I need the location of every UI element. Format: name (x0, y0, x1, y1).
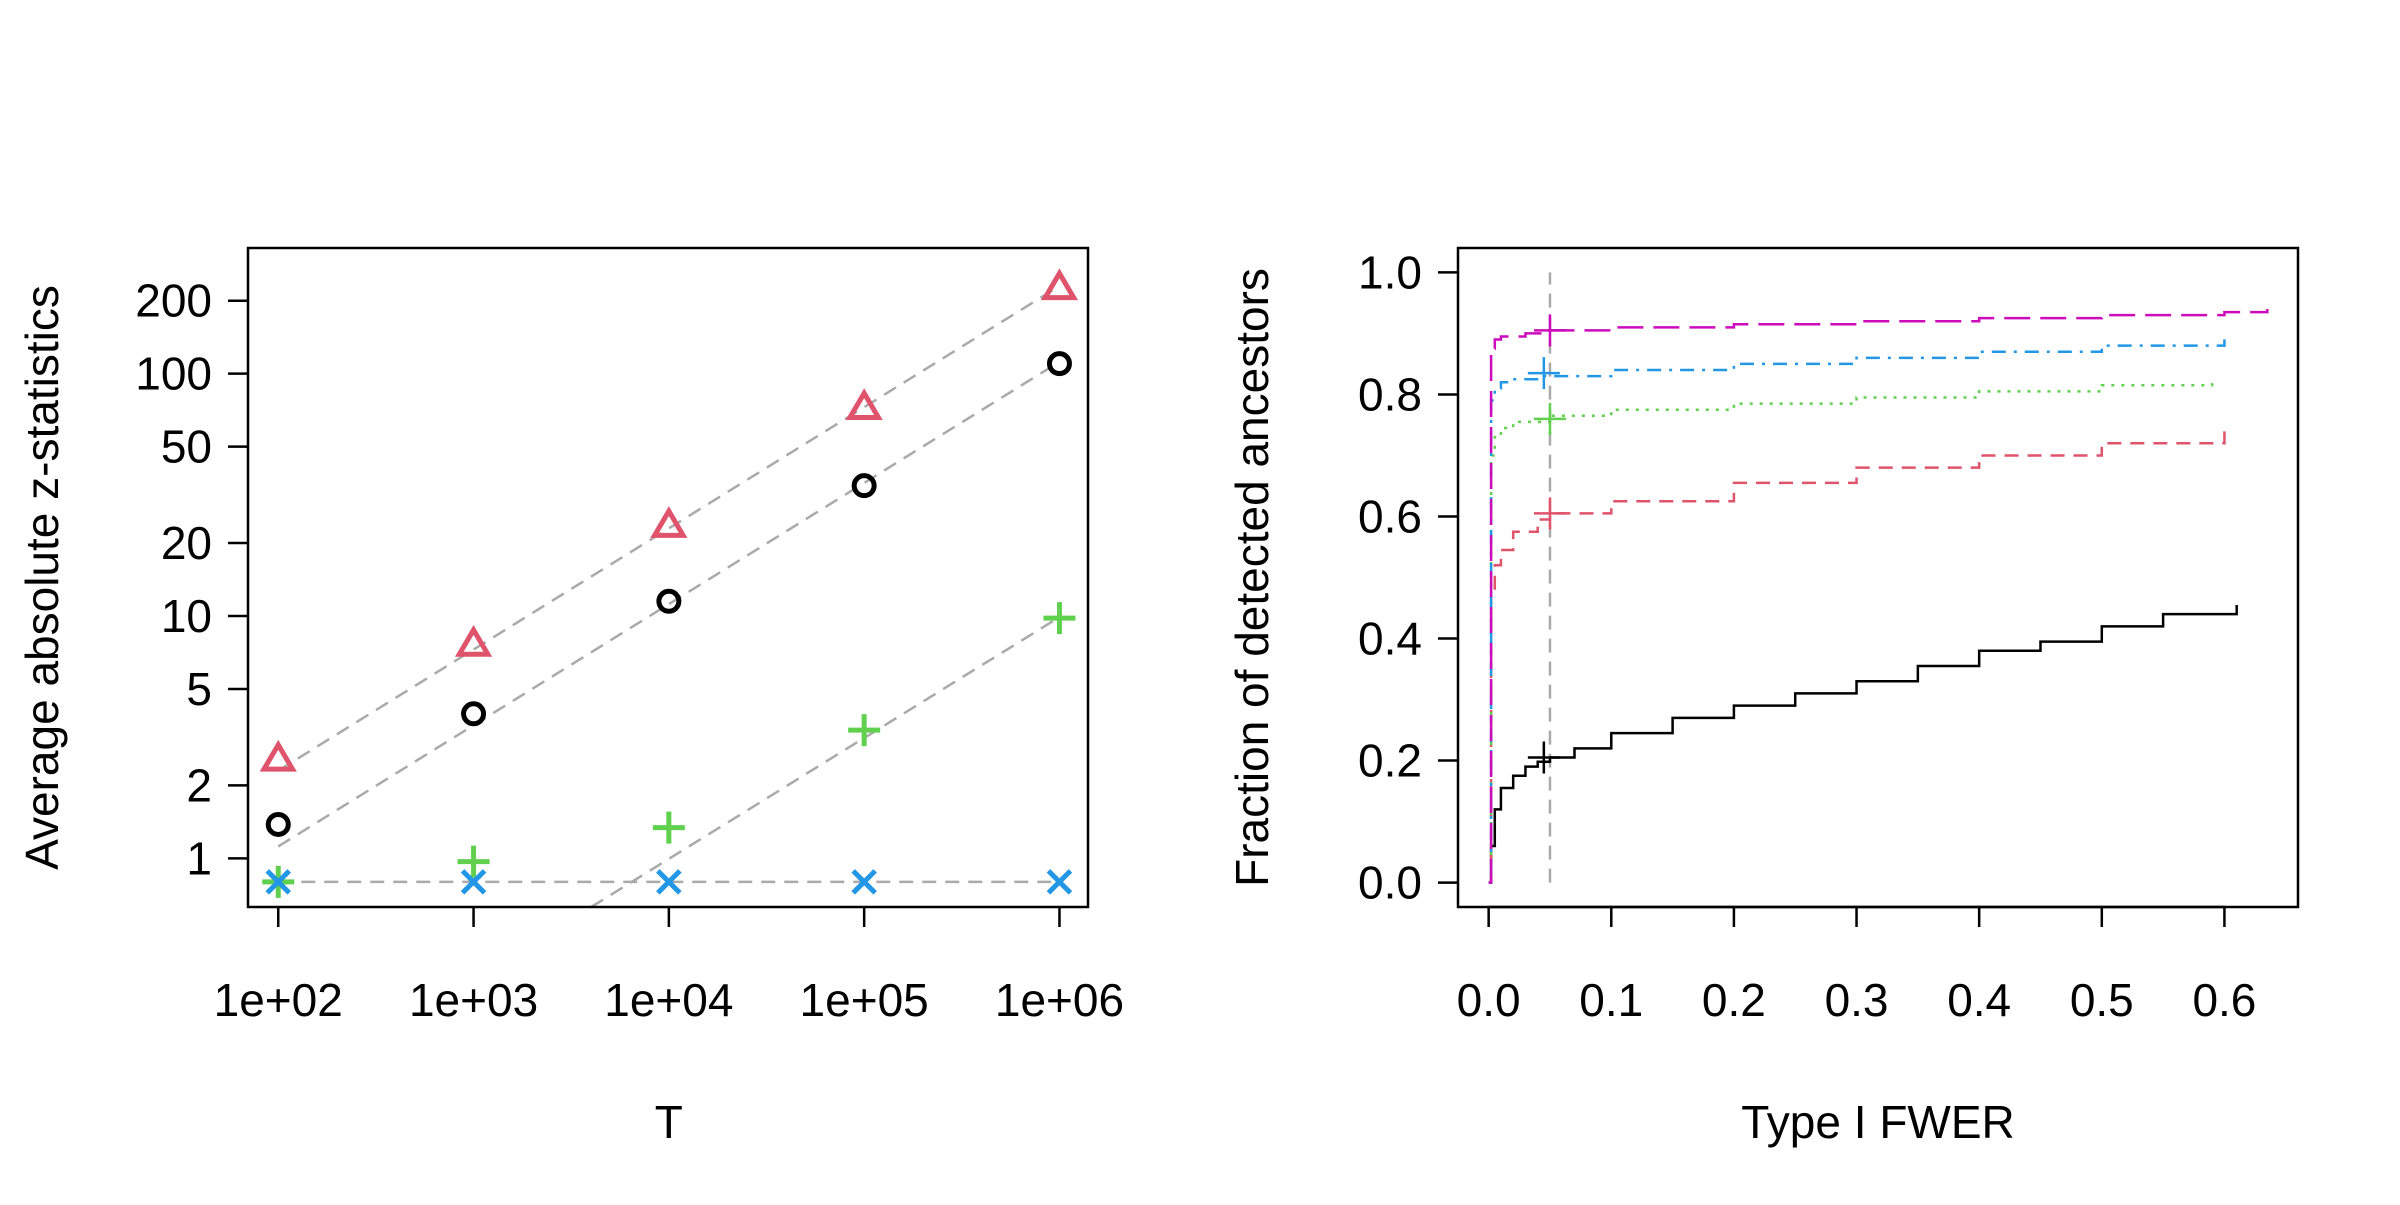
series-plus (262, 602, 1076, 898)
x-tick-label: 1e+02 (214, 974, 343, 1026)
reference-line-1 (277, 360, 1061, 848)
curve-dotdash (1488, 336, 2226, 884)
point-cross (656, 869, 682, 895)
left-reference-lines (277, 284, 1061, 907)
x-tick-label: 1e+06 (995, 974, 1124, 1026)
y-tick-label: 0.2 (1358, 735, 1422, 787)
x-axis-title: Type I FWER (1741, 1096, 2014, 1148)
reference-line-2 (590, 616, 1061, 907)
point-circle (656, 588, 682, 614)
curve-solid (1488, 604, 2238, 884)
y-tick-label: 0.6 (1358, 490, 1422, 542)
point-circle (265, 811, 291, 837)
point-cross (265, 869, 292, 895)
point-triangle (1040, 268, 1079, 301)
x-tick-label: 0.4 (1947, 974, 2011, 1026)
y-axis-title: Fraction of detected ancestors (1226, 268, 1278, 887)
x-tick-label: 0.3 (1825, 974, 1889, 1026)
right-plot-frame (1456, 246, 2300, 909)
y-axis-title: Average absolute z-statistics (16, 285, 68, 870)
point-cross (460, 869, 487, 895)
y-tick-label: 10 (161, 590, 212, 642)
point-circle (461, 701, 487, 727)
x-tick-label: 1e+05 (800, 974, 929, 1026)
point-circle (851, 473, 877, 499)
point-plus (652, 811, 685, 844)
y-tick-label: 0.0 (1358, 857, 1422, 909)
series-circle (265, 351, 1072, 837)
point-cross (1046, 869, 1073, 895)
y-tick-label: 20 (161, 517, 212, 569)
x-tick-label: 0.6 (2192, 974, 2256, 1026)
reference-line-0 (277, 284, 1061, 772)
y-tick-label: 200 (135, 275, 212, 327)
curve-marker-plus (1533, 314, 1566, 347)
y-tick-label: 5 (186, 663, 212, 715)
y-tick-label: 1.0 (1358, 246, 1422, 298)
curve-marker-plus (1527, 741, 1560, 774)
right-panel-detection-curves: 0.0 0.1 0.2 0.3 0.4 0.5 0.6 Type I FWER 0.0 0.2 0.… (1226, 246, 2300, 1148)
y-tick-label: 100 (135, 348, 212, 400)
left-plot-frame (246, 246, 1090, 909)
x-tick-label: 0.2 (1702, 974, 1766, 1026)
x-axis-title: T (655, 1096, 683, 1148)
x-tick-label: 0.5 (2070, 974, 2134, 1026)
point-plus (848, 714, 881, 747)
curve-marker-plus (1533, 497, 1566, 530)
point-triangle (650, 506, 688, 538)
point-plus (1043, 602, 1076, 635)
y-tick-label: 50 (161, 421, 212, 473)
curve-dotted (1488, 379, 2214, 884)
point-cross (851, 869, 877, 895)
x-tick-label: 1e+04 (604, 974, 733, 1026)
y-tick-label: 2 (186, 759, 212, 811)
y-tick-label: 0.8 (1358, 368, 1422, 420)
point-plus (457, 845, 490, 878)
series-cross (265, 869, 1073, 895)
point-triangle (259, 739, 297, 772)
x-tick-label: 0.0 (1457, 974, 1521, 1026)
curve-longdash (1488, 309, 2269, 884)
y-tick-label: 0.4 (1358, 613, 1422, 665)
curve-marker-plus (1527, 357, 1560, 390)
series-triangle (259, 268, 1079, 772)
x-tick-label: 0.1 (1579, 974, 1643, 1026)
y-tick-label: 1 (186, 832, 212, 884)
point-triangle (454, 624, 493, 657)
point-triangle (845, 388, 883, 421)
curve-marker-plus (1533, 402, 1566, 435)
curve-dashed (1488, 431, 2226, 884)
point-circle (1046, 351, 1072, 377)
x-tick-label: 1e+03 (409, 974, 538, 1026)
left-panel-zstat-scatter: 1e+02 1e+03 1e+04 1e+05 1e+06 T 1 2 5 10 20 50 100 20… (16, 246, 1124, 1148)
